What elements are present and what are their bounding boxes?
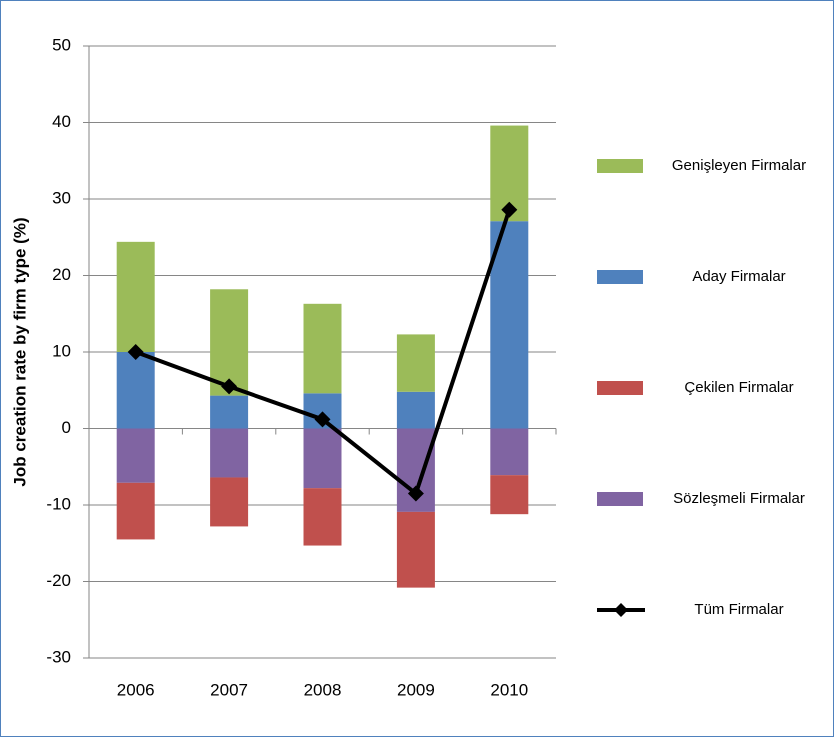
y-tick-label: 30 [52,188,71,207]
legend-swatch [597,492,643,506]
bar-segment [490,428,529,476]
line-marker [501,201,518,218]
y-tick-label: 50 [52,35,71,54]
line-marker [221,378,238,395]
bar-segment [303,303,342,394]
legend-label: Çekilen Firmalar [684,379,794,396]
x-tick-label: 2009 [397,680,435,699]
line-marker [314,411,331,428]
legend-label: Genişleyen Firmalar [671,157,807,174]
y-tick-label: -10 [46,494,71,513]
legend-label: Tüm Firmalar [694,601,784,618]
y-tick-label: 20 [52,265,71,284]
legend-swatch [597,270,643,284]
line-marker [127,344,144,360]
x-tick-label: 2010 [490,680,528,699]
legend-marker [614,603,628,617]
bar-segment [210,477,249,527]
y-tick-label: -30 [46,647,71,666]
bar-segment [210,395,249,429]
y-axis-title: Job creation rate by firm type (%) [10,217,29,486]
bar-segment [303,428,342,489]
y-tick-label: 10 [52,341,71,360]
bar-segment [396,511,435,588]
bar-segment [303,488,342,546]
bar-segment [116,428,155,483]
legend-swatch [597,381,643,395]
bar-segment [396,334,435,392]
x-tick-label: 2006 [117,680,155,699]
legend-label: Aday Firmalar [692,268,786,285]
bar-segment [210,428,249,478]
bar-segment [490,221,529,429]
y-tick-label: 40 [52,112,71,131]
y-tick-label: 0 [62,418,71,437]
legend-swatch [597,159,643,173]
x-tick-label: 2008 [304,680,342,699]
bar-segment [116,482,155,540]
x-tick-label: 2007 [210,680,248,699]
legend-label: Sözleşmeli Firmalar [673,490,805,507]
bar-segment [116,241,155,352]
bar-segment [116,352,155,429]
bar-segment [396,391,435,429]
bar-segment [490,475,529,515]
y-tick-label: -20 [46,571,71,590]
line-marker [407,485,424,502]
bar-segment [210,289,249,396]
